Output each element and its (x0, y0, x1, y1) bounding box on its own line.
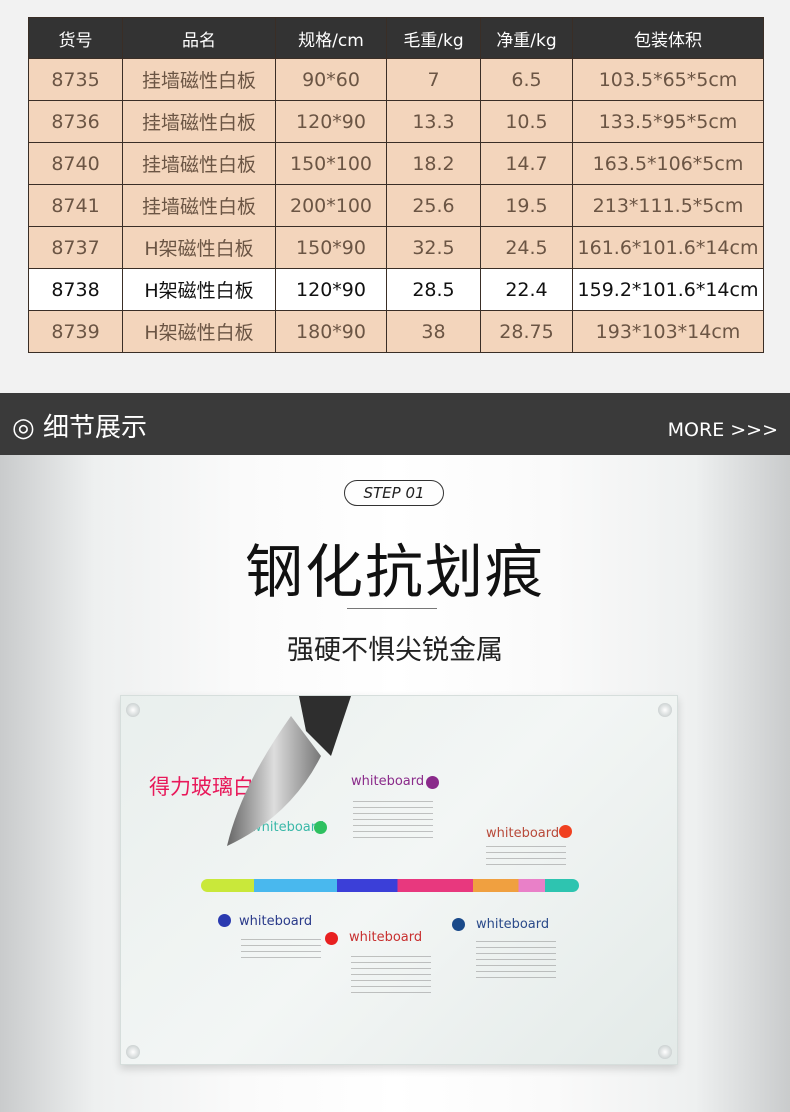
table-cell: 28.75 (480, 310, 573, 353)
table-cell: 103.5*65*5cm (572, 58, 764, 101)
table-cell: 8737 (28, 226, 123, 269)
table-row: 8735 挂墙磁性白板 90*60 7 6.5 103.5*65*5cm (28, 58, 764, 101)
table-cell: 挂墙磁性白板 (122, 142, 276, 185)
col-header: 品名 (122, 17, 276, 59)
col-header: 毛重/kg (386, 17, 481, 59)
feature-subtitle: 强硬不惧尖锐金属 (287, 635, 503, 666)
table-cell: 8735 (28, 58, 123, 101)
col-header: 净重/kg (480, 17, 573, 59)
table-cell: 25.6 (386, 184, 481, 227)
col-header: 货号 (28, 17, 123, 59)
table-cell: 19.5 (480, 184, 573, 227)
table-cell: 32.5 (386, 226, 481, 269)
dot (452, 918, 465, 931)
table-row: 8737 H架磁性白板 150*90 32.5 24.5 161.6*101.6*14cm (28, 226, 764, 269)
table-header: 货号 品名 规格/cm 毛重/kg 净重/kg 包装体积 (28, 17, 764, 59)
table-cell: 150*100 (275, 142, 387, 185)
table-cell: 22.4 (480, 268, 573, 311)
dot (325, 932, 338, 945)
table-cell: 38 (386, 310, 481, 353)
screw-icon (126, 1045, 140, 1059)
board-label: whiteboard (349, 930, 423, 945)
table-cell: 200*100 (275, 184, 387, 227)
lorem-text (353, 801, 433, 841)
table-cell: H架磁性白板 (122, 310, 276, 353)
lorem-text (486, 846, 566, 866)
lorem-text (241, 939, 321, 959)
table-cell: 24.5 (480, 226, 573, 269)
table-cell: 163.5*106*5cm (572, 142, 764, 185)
table-cell: 120*90 (275, 268, 387, 311)
dot (218, 914, 231, 927)
board-label: whiteboard (239, 914, 313, 929)
dot (559, 825, 572, 838)
lorem-text (351, 956, 431, 996)
board-label: whiteboard (476, 917, 550, 932)
board-label: whiteboard (486, 826, 560, 841)
board-label: whiteboard (351, 774, 425, 789)
table-cell: H架磁性白板 (122, 268, 276, 311)
table-cell: 6.5 (480, 58, 573, 101)
step-badge: STEP 01 (344, 480, 444, 506)
table-cell: 193*103*14cm (572, 310, 764, 353)
feature-title: 钢化抗划痕 (244, 538, 545, 606)
table-row: 8738 H架磁性白板 120*90 28.5 22.4 159.2*101.6*14cm (28, 268, 764, 311)
table-cell: 8741 (28, 184, 123, 227)
table-cell: 150*90 (275, 226, 387, 269)
screw-icon (658, 1045, 672, 1059)
table-row: 8736 挂墙磁性白板 120*90 13.3 10.5 133.5*95*5cm (28, 100, 764, 143)
table-row: 8741 挂墙磁性白板 200*100 25.6 19.5 213*111.5*5cm (28, 184, 764, 227)
whiteboard-image: 得力玻璃白 whiteboard whiteboard whiteboard w… (120, 695, 678, 1065)
table-cell: 8739 (28, 310, 123, 353)
table-cell: 13.3 (386, 100, 481, 143)
table-cell: 159.2*101.6*14cm (572, 268, 764, 311)
table-cell: 8736 (28, 100, 123, 143)
more-link[interactable]: MORE >>> (667, 419, 778, 441)
table-cell: H架磁性白板 (122, 226, 276, 269)
table-cell: 90*60 (275, 58, 387, 101)
table-cell: 挂墙磁性白板 (122, 184, 276, 227)
table-row: 8740 挂墙磁性白板 150*100 18.2 14.7 163.5*106*5cm (28, 142, 764, 185)
col-header: 包装体积 (572, 17, 764, 59)
dot (426, 776, 439, 789)
screw-icon (658, 703, 672, 717)
table-cell: 18.2 (386, 142, 481, 185)
divider (347, 608, 437, 609)
table-cell: 挂墙磁性白板 (122, 58, 276, 101)
dot (314, 821, 327, 834)
brand-text: 得力玻璃白 (149, 775, 254, 799)
table-cell: 28.5 (386, 268, 481, 311)
table-cell: 120*90 (275, 100, 387, 143)
table-cell: 133.5*95*5cm (572, 100, 764, 143)
section-header: ◎ 细节展示 MORE >>> (0, 393, 790, 455)
timeline-bar (201, 879, 579, 892)
table-cell: 7 (386, 58, 481, 101)
table-cell: 180*90 (275, 310, 387, 353)
table-cell: 213*111.5*5cm (572, 184, 764, 227)
table-cell: 10.5 (480, 100, 573, 143)
table-cell: 挂墙磁性白板 (122, 100, 276, 143)
table-cell: 8738 (28, 268, 123, 311)
screw-icon (126, 703, 140, 717)
section-title-text: 细节展示 (42, 413, 147, 443)
knife-icon (227, 696, 351, 846)
table-cell: 8740 (28, 142, 123, 185)
col-header: 规格/cm (275, 17, 387, 59)
table-cell: 161.6*101.6*14cm (572, 226, 764, 269)
board-label: whiteboard (251, 820, 325, 835)
lorem-text (476, 941, 556, 981)
table-row: 8739 H架磁性白板 180*90 38 28.75 193*103*14cm (28, 310, 764, 353)
section-title: ◎ 细节展示 (12, 413, 147, 443)
table-cell: 14.7 (480, 142, 573, 185)
spec-table: 货号 品名 规格/cm 毛重/kg 净重/kg 包装体积 8735 挂墙磁性白板 9… (28, 17, 764, 353)
